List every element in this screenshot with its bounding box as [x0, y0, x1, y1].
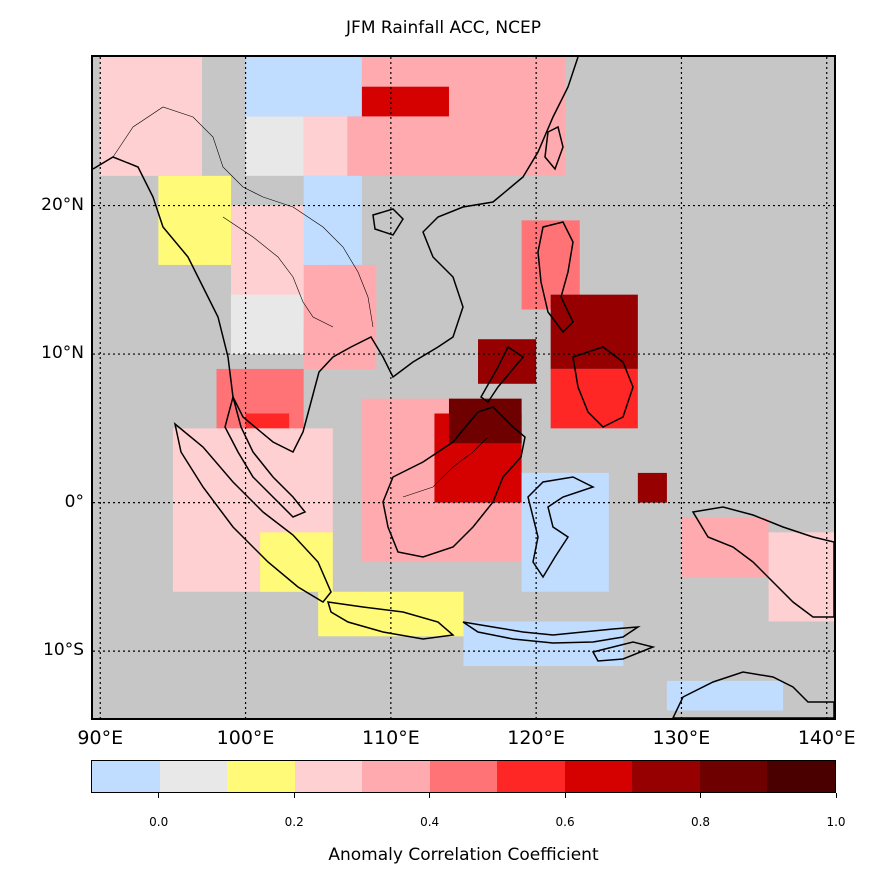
graticule-layer	[93, 57, 834, 718]
border-laos-vietnam	[262, 196, 374, 328]
coastline-luzon	[537, 221, 574, 334]
colorbar-swatch	[227, 761, 295, 792]
colorbar-swatch	[294, 761, 363, 792]
longitude-label: 100°E	[216, 727, 275, 749]
colorbar-tick-mark	[293, 793, 295, 798]
colorbar-tick-mark	[700, 793, 702, 798]
longitude-label: 140°E	[797, 727, 856, 749]
coastline-mainland-asia	[93, 57, 579, 454]
latitude-label: 10°S	[43, 640, 84, 661]
colorbar	[91, 760, 836, 793]
correlation-cell	[303, 175, 362, 265]
map-panel	[91, 55, 836, 720]
colorbar-tick-mark	[835, 793, 837, 798]
colorbar-tick-label: 0.6	[555, 815, 575, 829]
correlation-cell	[637, 472, 667, 503]
country-borders-layer	[112, 106, 489, 498]
colorbar-swatch	[699, 761, 768, 792]
colorbar-swatch	[362, 761, 430, 792]
colorbar-tick-mark	[429, 793, 431, 798]
correlation-cell	[100, 57, 202, 176]
colorbar-tick-mark	[564, 793, 566, 798]
latitude-label: 10°N	[41, 343, 84, 364]
correlation-cell	[260, 532, 333, 592]
correlation-cell	[448, 398, 522, 444]
longitude-label: 110°E	[361, 727, 420, 749]
correlation-cell	[158, 175, 232, 265]
coastline-java	[326, 601, 455, 640]
colorbar-tick-label: 1.0	[826, 815, 846, 829]
correlation-cell	[768, 532, 834, 622]
correlation-cell	[361, 86, 449, 117]
colorbar-swatch	[632, 761, 700, 792]
coastline-nusa-tenggara	[462, 621, 641, 644]
colorbar-swatch	[159, 761, 228, 792]
coastline-layer	[93, 57, 834, 718]
map-canvas	[93, 57, 834, 718]
coastline-new-guinea	[691, 506, 834, 618]
colorbar-label: Anomaly Correlation Coefficient	[328, 845, 599, 865]
coastline-australia	[672, 671, 834, 718]
border-myanmar-china	[112, 106, 264, 198]
coastline-taiwan	[544, 125, 564, 171]
coastline-sumatra	[173, 422, 332, 603]
coastline-timor	[591, 641, 656, 662]
correlation-cell	[681, 517, 769, 577]
colorbar-tick-label: 0.2	[284, 815, 304, 829]
longitude-label: 120°E	[507, 727, 566, 749]
colorbar-swatch	[767, 761, 836, 792]
border-thailand-laos	[222, 216, 334, 328]
colorbar-swatch	[429, 761, 498, 792]
latitude-label: 0°	[64, 491, 84, 512]
colorbar-tick-label: 0.4	[420, 815, 440, 829]
correlation-cell	[231, 294, 304, 355]
correlation-cell	[245, 116, 304, 176]
coastline-hainan	[372, 208, 404, 236]
correlation-cells-layer	[100, 57, 834, 711]
latitude-label: 20°N	[41, 194, 84, 215]
coastline-palawan	[480, 345, 525, 404]
longitude-label: 130°E	[652, 727, 711, 749]
coastline-mindanao	[572, 346, 634, 428]
correlation-cell	[245, 57, 362, 117]
colorbar-tick-mark	[158, 793, 160, 798]
colorbar-swatch	[497, 761, 565, 792]
colorbar-tick-label: 0.8	[690, 815, 711, 829]
longitude-label: 90°E	[77, 727, 124, 749]
correlation-cell	[463, 621, 624, 667]
coastline-malay-peninsula	[224, 394, 307, 518]
border-borneo-interior	[402, 436, 489, 498]
colorbar-tick-label: 0.0	[149, 815, 169, 829]
colorbar-swatch	[564, 761, 633, 792]
colorbar-swatch	[92, 761, 160, 792]
chart-title: JFM Rainfall ACC, NCEP	[346, 18, 541, 38]
correlation-cell	[550, 368, 638, 429]
coastline-sulawesi	[527, 476, 595, 579]
correlation-cell	[303, 264, 377, 369]
coastline-borneo	[382, 406, 526, 558]
